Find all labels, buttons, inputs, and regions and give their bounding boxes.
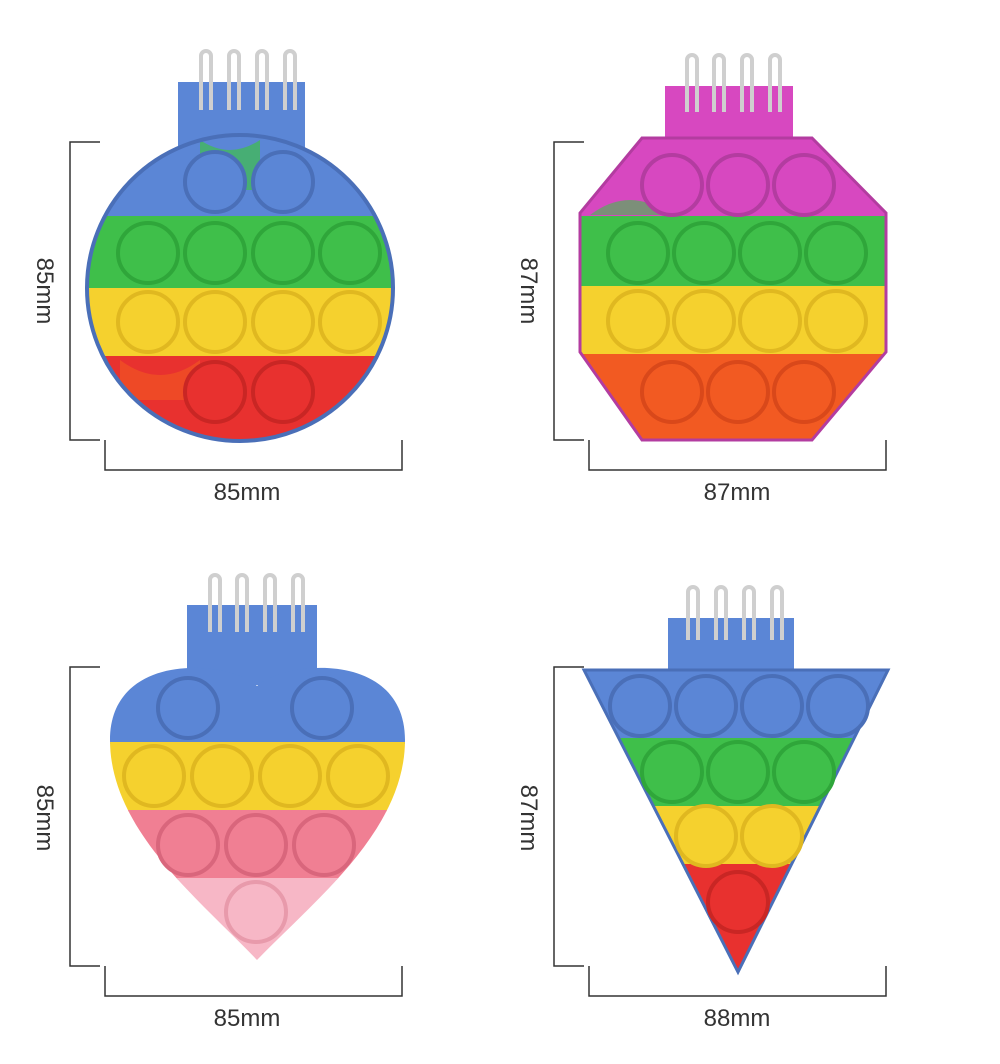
height-dimension-line [69,141,100,441]
round-notebook [85,49,395,443]
dimension-lines [69,141,887,997]
octagon-notebook [578,53,888,442]
spiral-binding [685,53,782,112]
height-dimension-line [69,666,100,967]
round-height-label: 85mm [31,257,58,325]
width-dimension-line [104,440,403,471]
spiral-binding [199,49,297,110]
bubbles [116,150,382,424]
heart-height-label: 85mm [31,784,58,852]
height-dimension-line [553,666,584,967]
round-width-label: 85mm [213,479,281,506]
width-dimension-line [104,966,403,997]
width-dimension-line [588,966,887,997]
octagon-height-label: 87mm [515,257,542,325]
triangle-width-label: 88mm [703,1005,771,1032]
width-dimension-line [588,440,887,471]
height-dimension-line [553,141,584,441]
heart-notebook [110,573,405,960]
triangle-notebook [581,585,891,976]
spiral-binding [686,585,784,640]
octagon-width-label: 87mm [703,479,771,506]
spiral-binding [208,573,305,632]
triangle-height-label: 87mm [515,784,542,852]
heart-width-label: 85mm [213,1005,281,1032]
